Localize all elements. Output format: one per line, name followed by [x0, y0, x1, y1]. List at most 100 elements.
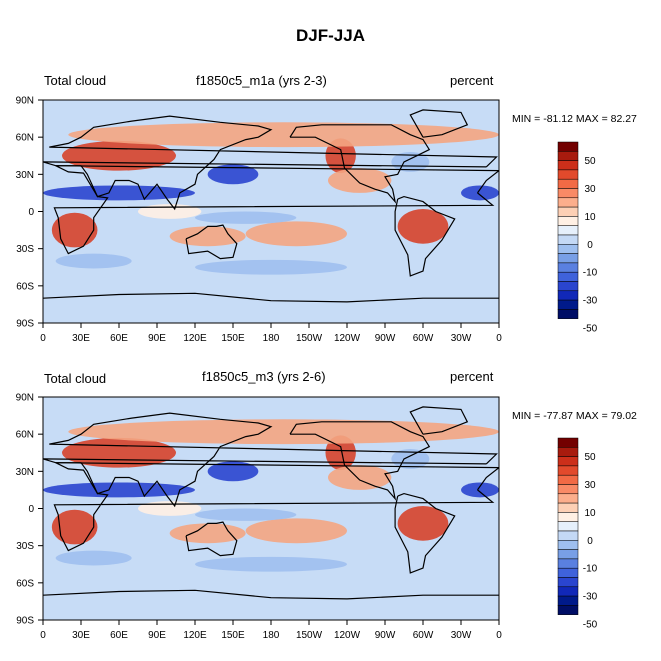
- panel2-colorbar-label: -10: [583, 564, 598, 575]
- panel2-colorbar-swatch: [557, 595, 579, 606]
- panel2-colorbar-swatch: [557, 521, 579, 532]
- panel2-y-tick-label: 90S: [16, 616, 34, 627]
- panel2-colorbar-swatch: [557, 484, 579, 495]
- panel2-colorbar-swatch: [557, 437, 579, 448]
- panel2-x-tick-label: 0: [40, 630, 46, 641]
- panel1-y-tick-label: 90S: [16, 319, 34, 330]
- panel1-anomaly-region-6: [328, 168, 392, 193]
- panel2-x-tick-label: 30E: [72, 630, 90, 641]
- panel2-colorbar-swatch: [557, 447, 579, 457]
- panel2-x-tick-label: 150E: [221, 630, 245, 641]
- panel2-anomaly-region-13: [138, 501, 202, 516]
- panel1-colorbar-swatch: [557, 216, 579, 226]
- panel1-y-tick-label: 0: [28, 207, 34, 218]
- panel1-anomaly-region-2: [397, 209, 449, 244]
- panel1-x-tick-label: 150E: [221, 333, 245, 344]
- panel1-coastline-2: [185, 224, 238, 260]
- panel1-colorbar-swatch: [557, 234, 579, 245]
- panel2-colorbar-label: 30: [584, 480, 596, 491]
- panel1-colorbar-label: 0: [587, 240, 593, 251]
- panel1-coastline-5: [409, 109, 469, 138]
- panel1-colorbar-swatch: [557, 271, 579, 282]
- panel1-x-tick-label: 0: [496, 333, 502, 344]
- panel1-anomaly-region-11: [55, 253, 132, 269]
- panel1-colorbar-label: -10: [583, 268, 598, 279]
- panel1-coastline-1: [53, 165, 499, 255]
- panel1-coastline-6: [43, 292, 499, 303]
- panel1-y-tick-label: 30N: [16, 170, 34, 181]
- panel1-x-tick-label: 0: [40, 333, 46, 344]
- panel1-x-tick-label: 30E: [72, 333, 90, 344]
- panel1-colorbar-label: -50: [583, 324, 598, 335]
- panel2-colorbar-swatch: [557, 540, 579, 550]
- panel2-y-tick-label: 30N: [16, 467, 34, 478]
- panel1-colorbar-swatch: [557, 197, 579, 208]
- panel2-min-max-stats: MIN = -77.87 MAX = 79.02: [512, 410, 637, 422]
- panel1-x-tick-label: 90E: [148, 333, 166, 344]
- panel1-colorbar-swatch: [557, 141, 579, 152]
- panel2-colorbar-label: 0: [587, 536, 593, 547]
- panel1-colorbar-swatch: [557, 225, 579, 236]
- panel2-colorbar-swatch: [557, 512, 579, 522]
- panel1-anomaly-region-10: [461, 185, 499, 201]
- panel1-colorbar-swatch: [557, 262, 579, 273]
- figure-title: DJF-JJA: [296, 26, 365, 45]
- panel1-anomaly-region-7: [68, 122, 499, 148]
- panel2-anomaly-region-7: [68, 419, 499, 445]
- panel1-x-tick-label: 120E: [183, 333, 207, 344]
- panel2-colorbar-swatch: [557, 493, 579, 504]
- panel1-anomaly-region-14: [195, 211, 297, 224]
- panel2-x-tick-label: 120E: [183, 630, 207, 641]
- panel1-colorbar-swatch: [557, 309, 579, 319]
- panel1-anomaly-region-12: [195, 259, 347, 275]
- panel2-anomaly-region-14: [195, 508, 297, 521]
- panel1-anomaly-region-5: [245, 221, 347, 247]
- panel2-anomaly-region-3: [325, 435, 356, 471]
- panel2-x-tick-label: 120W: [334, 630, 361, 641]
- panel1-x-tick-label: 180: [263, 333, 280, 344]
- panel2-colorbar-swatch: [557, 558, 579, 569]
- panel1-x-tick-label: 120W: [334, 333, 361, 344]
- panel1-coastline-0: [43, 115, 498, 211]
- panel2-x-tick-label: 0: [496, 630, 502, 641]
- panel1-map: [43, 100, 499, 323]
- panel2-coastline-2: [185, 521, 238, 557]
- panel1-center-label: f1850c5_m1a (yrs 2-3): [196, 73, 327, 88]
- panel1-anomaly-region-13: [138, 204, 202, 219]
- panel2-right-label: percent: [450, 369, 494, 384]
- panel2-anomaly-region-11: [55, 550, 132, 566]
- panel1-anomaly-region-9: [207, 164, 259, 185]
- panel2-anomaly-region-10: [461, 482, 499, 498]
- panel1-colorbar-swatch: [557, 188, 579, 199]
- panel2-colorbar-swatch: [557, 605, 579, 615]
- panel1-colorbar-swatch: [557, 178, 579, 189]
- panel1-colorbar-swatch: [557, 151, 579, 161]
- panel2-map: [43, 397, 499, 620]
- panel1-colorbar-swatch: [557, 160, 579, 171]
- panel2-colorbar-swatch: [557, 465, 579, 476]
- panel2-anomaly-region-8: [43, 482, 195, 498]
- panel2-coastline-5: [409, 406, 469, 435]
- panel2-colorbar-swatch: [557, 530, 579, 541]
- panel1-y-tick-label: 30S: [16, 244, 34, 255]
- panel1-x-tick-label: 90W: [375, 333, 396, 344]
- panel1-x-tick-label: 30W: [451, 333, 472, 344]
- panel2-x-tick-label: 180: [263, 630, 280, 641]
- panel1-colorbar-label: 50: [584, 156, 596, 167]
- panel2-y-tick-label: 30S: [16, 541, 34, 552]
- panel1-colorbar-swatch: [557, 244, 579, 254]
- panel2-coastline-4: [289, 421, 431, 501]
- panel1-anomaly-region-4: [169, 226, 246, 247]
- panel1-colorbar-label: 30: [584, 184, 596, 195]
- panel2-coastline-3: [394, 492, 456, 574]
- panel2-y-tick-label: 60N: [16, 430, 34, 441]
- panel2-colorbar-swatch: [557, 456, 579, 467]
- panel1-x-tick-label: 60E: [110, 333, 128, 344]
- panel2-anomaly-region-6: [328, 465, 392, 490]
- panel2-y-tick-label: 90N: [16, 393, 34, 404]
- panel1-anomaly-region-0: [51, 212, 98, 248]
- panel2-anomaly-region-4: [169, 523, 246, 544]
- panel1-colorbar-swatch: [557, 169, 579, 180]
- panel1-colorbar-swatch: [557, 299, 579, 310]
